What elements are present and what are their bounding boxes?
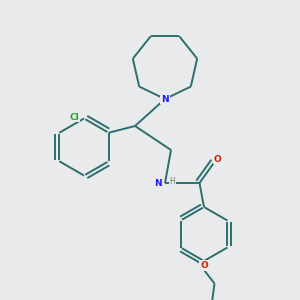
Text: O: O bbox=[200, 261, 208, 270]
Text: Cl: Cl bbox=[70, 112, 80, 122]
Text: H: H bbox=[169, 177, 175, 186]
Text: N: N bbox=[154, 178, 161, 188]
Text: N: N bbox=[161, 94, 169, 103]
Text: O: O bbox=[214, 154, 221, 164]
